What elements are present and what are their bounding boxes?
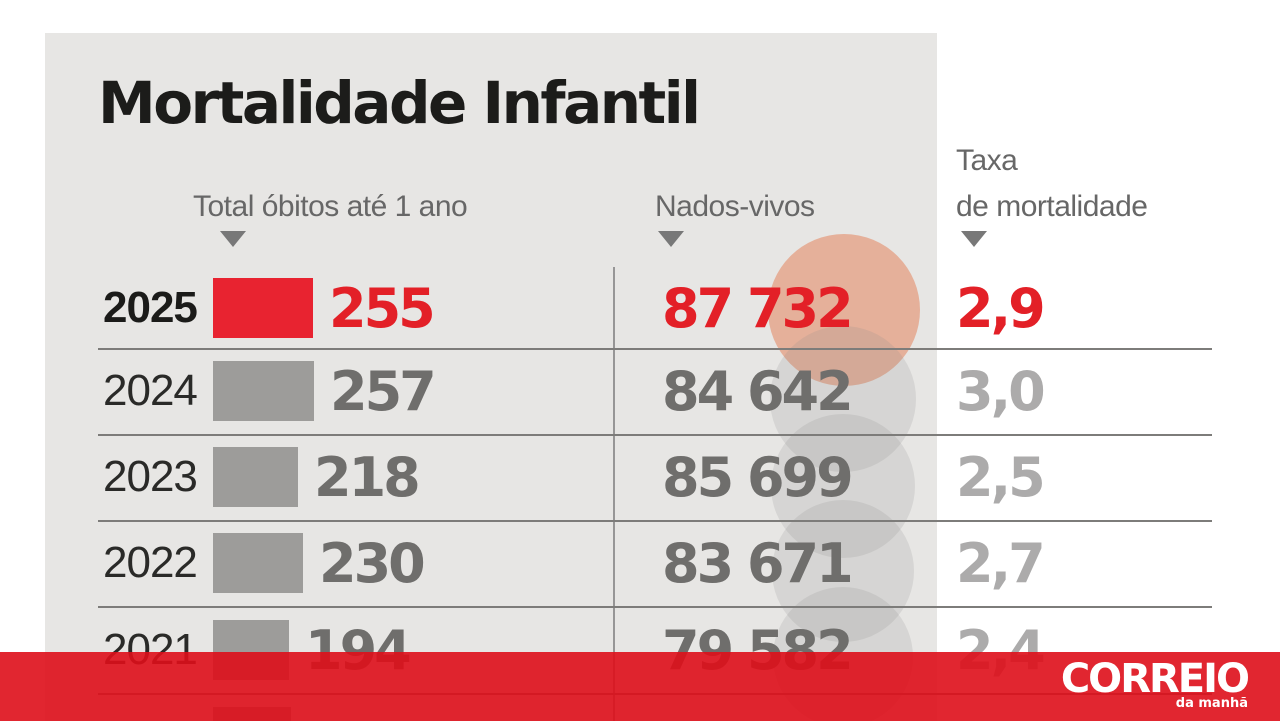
logo-name: CORREIO (1060, 656, 1250, 702)
births-value: 83 671 (662, 531, 854, 595)
deaths-value: 230 (319, 531, 426, 595)
rate-value: 3,0 (956, 359, 1046, 423)
column-header-rate: Taxa de mortalidade (956, 138, 1148, 230)
rate-value: 2,7 (956, 531, 1046, 595)
logo-tagline: da manhã (1175, 696, 1248, 711)
deaths-bar (213, 278, 313, 338)
bubble-2024 (770, 326, 916, 472)
deaths-bar (213, 533, 303, 593)
correio-da-manha-logo: CORREIO da manhã (1060, 656, 1250, 711)
table-row: 2023 218 85 699 2,5 (0, 434, 1280, 520)
column-header-rate-line2: de mortalidade (956, 190, 1148, 223)
table-row: 2022 230 83 671 2,7 (0, 520, 1280, 606)
column-header-births: Nados-vivos (655, 190, 815, 223)
births-value: 85 699 (662, 445, 854, 509)
deaths-value: 257 (330, 359, 437, 423)
row-divider (98, 606, 1212, 608)
deaths-value: 255 (329, 276, 436, 340)
deaths-bar (213, 447, 298, 507)
triangle-down-icon (658, 231, 684, 247)
table-row: 2025 255 87 732 2,9 (0, 265, 1280, 351)
deaths-bar (213, 361, 314, 421)
year-label: 2023 (103, 452, 198, 501)
rate-value: 2,9 (956, 276, 1046, 340)
bubble-2022 (772, 500, 914, 642)
row-divider (98, 348, 1212, 350)
deaths-value: 218 (314, 445, 421, 509)
chart-title: Mortalidade Infantil (98, 69, 701, 137)
column-header-rate-line1: Taxa (956, 144, 1018, 177)
births-value: 87 732 (662, 276, 854, 340)
triangle-down-icon (961, 231, 987, 247)
column-separator (613, 267, 615, 721)
year-label: 2022 (103, 538, 198, 587)
row-divider (98, 434, 1212, 436)
year-label: 2025 (103, 283, 198, 332)
year-label: 2024 (103, 366, 198, 415)
bubble-2025 (768, 234, 920, 386)
births-value: 84 642 (662, 359, 854, 423)
rate-value: 2,5 (956, 445, 1046, 509)
column-header-deaths: Total óbitos até 1 ano (193, 190, 468, 223)
table-row: 2024 257 84 642 3,0 (0, 348, 1280, 434)
brand-banner: CORREIO da manhã (0, 652, 1280, 721)
triangle-down-icon (220, 231, 246, 247)
row-divider (98, 520, 1212, 522)
bubble-2023 (771, 414, 915, 558)
